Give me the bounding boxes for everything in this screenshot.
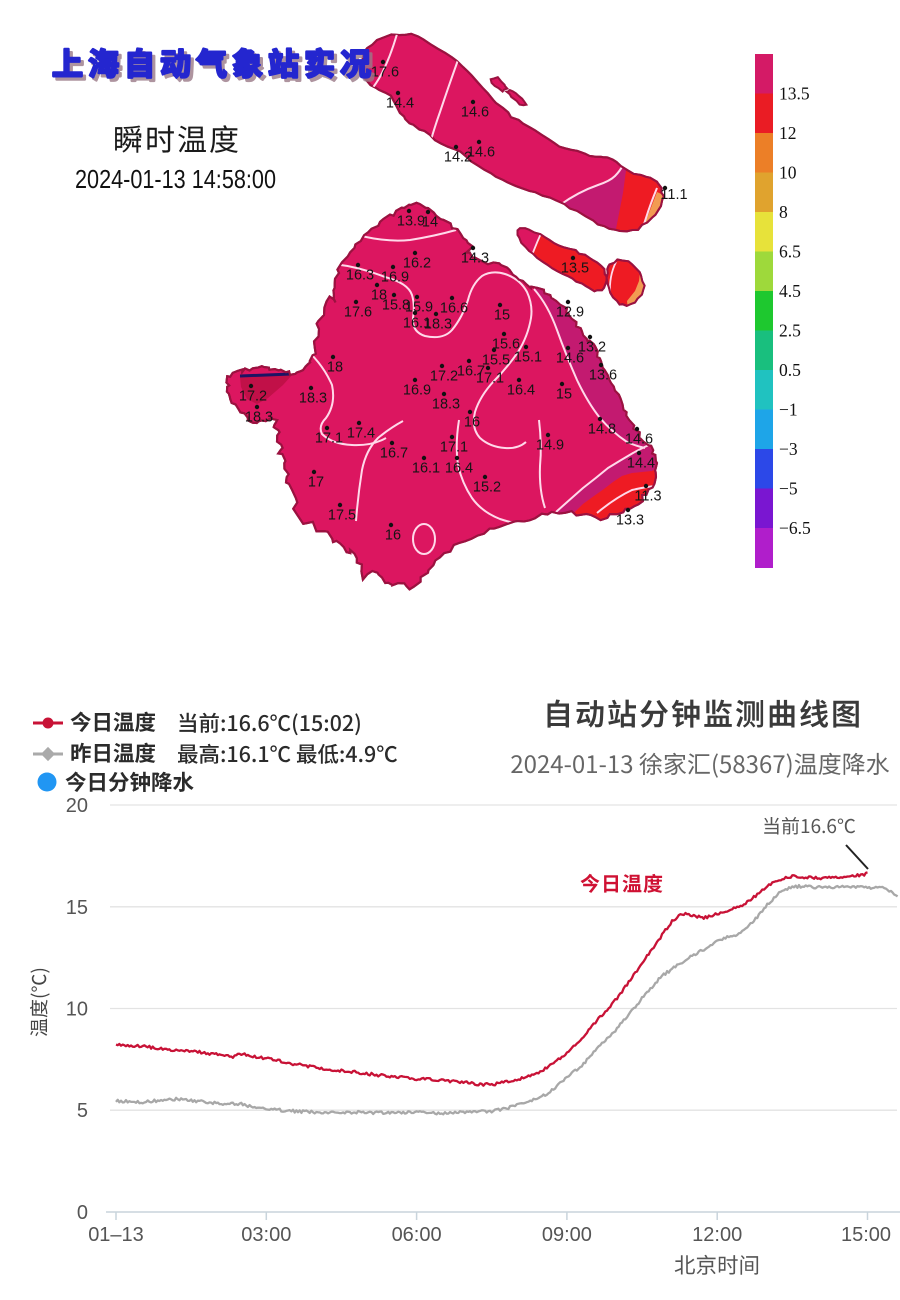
svg-text:14.4: 14.4 bbox=[386, 96, 414, 112]
svg-text:16.2: 16.2 bbox=[403, 256, 431, 272]
svg-text:18.3: 18.3 bbox=[424, 317, 452, 333]
svg-text:16: 16 bbox=[385, 528, 401, 544]
svg-text:15.9: 15.9 bbox=[405, 300, 433, 316]
svg-text:15.1: 15.1 bbox=[514, 350, 542, 366]
svg-text:16.9: 16.9 bbox=[381, 270, 409, 286]
svg-text:18.3: 18.3 bbox=[432, 397, 460, 413]
svg-text:13.3: 13.3 bbox=[616, 513, 644, 529]
svg-text:17.2: 17.2 bbox=[239, 389, 267, 405]
svg-text:20: 20 bbox=[66, 795, 88, 817]
svg-text:17.1: 17.1 bbox=[476, 371, 504, 387]
svg-text:0.5: 0.5 bbox=[779, 360, 801, 380]
svg-text:14.8: 14.8 bbox=[588, 422, 616, 438]
svg-text:12.9: 12.9 bbox=[556, 305, 584, 321]
svg-text:13.9: 13.9 bbox=[397, 214, 425, 230]
svg-text:03:00: 03:00 bbox=[241, 1224, 291, 1246]
svg-text:13.6: 13.6 bbox=[589, 368, 617, 384]
svg-text:17.4: 17.4 bbox=[347, 426, 375, 442]
svg-text:11.1: 11.1 bbox=[660, 187, 687, 203]
svg-text:0: 0 bbox=[77, 1202, 88, 1224]
svg-text:06:00: 06:00 bbox=[392, 1224, 442, 1246]
svg-text:12:00: 12:00 bbox=[692, 1224, 742, 1246]
svg-text:15.5: 15.5 bbox=[482, 353, 510, 369]
svg-text:14.6: 14.6 bbox=[556, 351, 584, 367]
svg-text:14.6: 14.6 bbox=[625, 432, 653, 448]
svg-text:2.5: 2.5 bbox=[779, 321, 801, 341]
svg-text:18.3: 18.3 bbox=[299, 391, 327, 407]
svg-text:−1: −1 bbox=[779, 400, 798, 420]
svg-text:15.2: 15.2 bbox=[473, 480, 501, 496]
svg-text:5: 5 bbox=[77, 1100, 88, 1122]
svg-text:12: 12 bbox=[779, 123, 797, 143]
svg-text:11.3: 11.3 bbox=[634, 489, 661, 505]
svg-text:14.4: 14.4 bbox=[627, 456, 655, 472]
svg-text:14.2: 14.2 bbox=[444, 150, 472, 166]
svg-text:18.3: 18.3 bbox=[245, 410, 273, 426]
svg-text:16.1: 16.1 bbox=[403, 316, 431, 332]
svg-text:15: 15 bbox=[66, 897, 88, 919]
svg-text:13.2: 13.2 bbox=[578, 340, 606, 356]
svg-text:10: 10 bbox=[66, 999, 88, 1021]
svg-text:13.5: 13.5 bbox=[779, 84, 810, 104]
svg-text:−6.5: −6.5 bbox=[779, 518, 811, 538]
svg-text:14: 14 bbox=[422, 215, 438, 231]
svg-text:17.5: 17.5 bbox=[328, 508, 356, 524]
svg-text:−5: −5 bbox=[779, 479, 798, 499]
svg-text:8: 8 bbox=[779, 202, 788, 222]
svg-text:2024-01-13 14:58:00: 2024-01-13 14:58:00 bbox=[75, 164, 276, 194]
svg-text:16.6: 16.6 bbox=[440, 301, 468, 317]
svg-text:15:00: 15:00 bbox=[841, 1224, 891, 1246]
svg-text:17: 17 bbox=[308, 475, 324, 491]
svg-text:17.6: 17.6 bbox=[344, 305, 372, 321]
svg-text:15.8: 15.8 bbox=[382, 298, 410, 314]
svg-text:15: 15 bbox=[494, 308, 510, 324]
svg-text:16: 16 bbox=[464, 415, 480, 431]
svg-text:14.6: 14.6 bbox=[467, 145, 495, 161]
svg-text:−3: −3 bbox=[779, 439, 798, 459]
svg-text:17.1: 17.1 bbox=[315, 431, 343, 447]
svg-text:16.4: 16.4 bbox=[507, 383, 535, 399]
svg-text:10: 10 bbox=[779, 163, 797, 183]
svg-text:16.9: 16.9 bbox=[403, 383, 431, 399]
svg-text:13.5: 13.5 bbox=[561, 261, 589, 277]
svg-text:18: 18 bbox=[371, 288, 387, 304]
svg-text:16.3: 16.3 bbox=[346, 268, 374, 284]
svg-text:18: 18 bbox=[327, 360, 343, 376]
svg-text:17.1: 17.1 bbox=[440, 440, 468, 456]
svg-text:09:00: 09:00 bbox=[542, 1224, 592, 1246]
svg-text:16.7: 16.7 bbox=[380, 446, 408, 462]
svg-text:01–13: 01–13 bbox=[88, 1224, 144, 1246]
svg-text:16.1: 16.1 bbox=[412, 461, 440, 477]
svg-text:6.5: 6.5 bbox=[779, 242, 801, 262]
svg-text:14.9: 14.9 bbox=[536, 438, 564, 454]
svg-text:17.2: 17.2 bbox=[430, 369, 458, 385]
svg-text:14.3: 14.3 bbox=[461, 251, 489, 267]
svg-text:16.7: 16.7 bbox=[457, 364, 485, 380]
svg-text:15.6: 15.6 bbox=[492, 337, 520, 353]
svg-text:14.6: 14.6 bbox=[461, 105, 489, 121]
svg-text:16.4: 16.4 bbox=[445, 461, 473, 477]
svg-text:4.5: 4.5 bbox=[779, 281, 801, 301]
svg-text:17.6: 17.6 bbox=[371, 65, 399, 81]
svg-text:15: 15 bbox=[556, 387, 572, 403]
